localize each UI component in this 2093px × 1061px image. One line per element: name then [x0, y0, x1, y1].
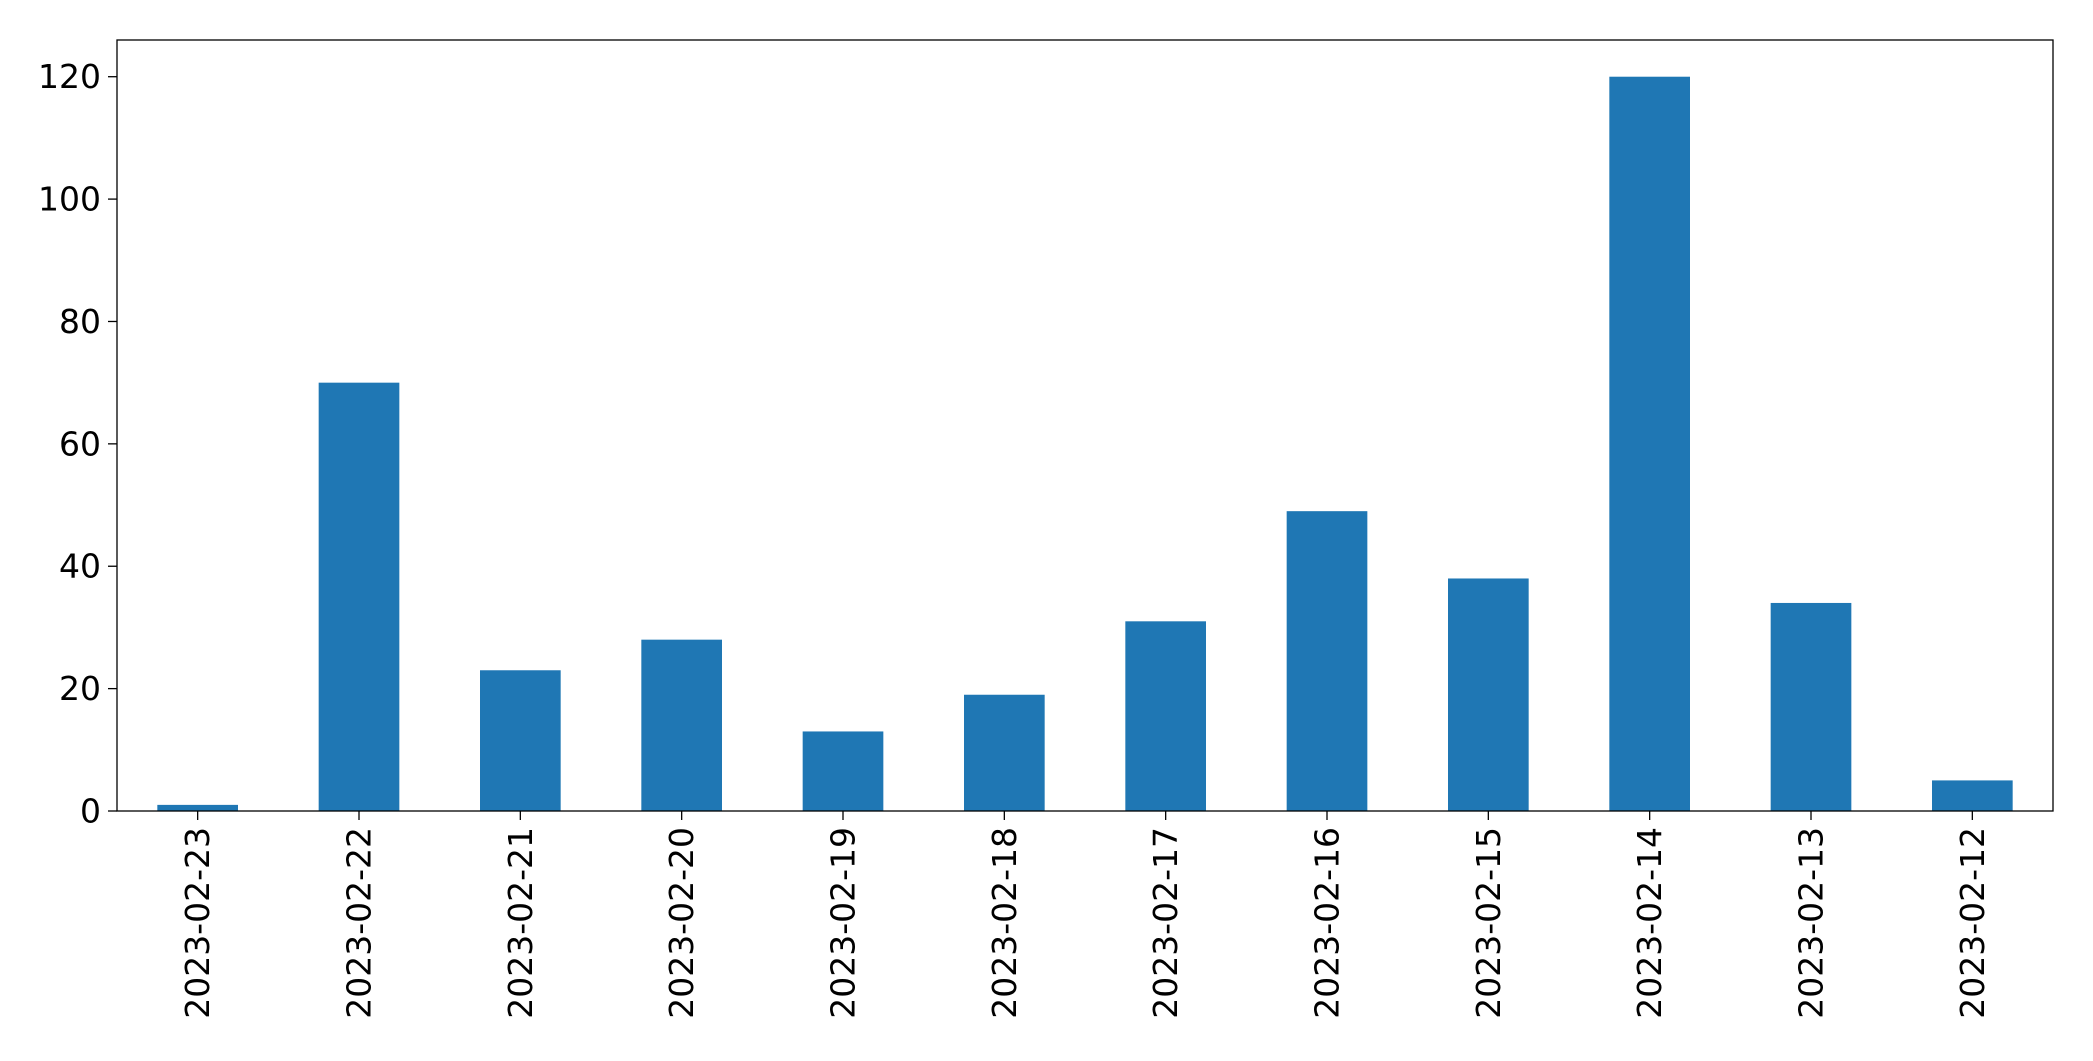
bar-2023-02-16 [1286, 511, 1368, 811]
x-tick-label: 2023-02-23 [178, 827, 217, 1019]
x-tick-label: 2023-02-13 [1792, 827, 1831, 1019]
x-tick-label: 2023-02-19 [824, 827, 863, 1019]
y-tick-label: 40 [59, 547, 101, 586]
bar-2023-02-22 [318, 382, 400, 811]
bar-2023-02-18 [964, 694, 1045, 811]
bar-2023-02-17 [1125, 621, 1206, 811]
x-tick-label: 2023-02-14 [1630, 827, 1669, 1019]
bar-2023-02-23 [157, 804, 238, 811]
x-tick-label: 2023-02-16 [1308, 827, 1347, 1019]
x-tick-label: 2023-02-15 [1469, 827, 1508, 1019]
x-tick-label: 2023-02-21 [501, 827, 540, 1019]
y-tick-label: 20 [59, 669, 101, 708]
x-tick-label: 2023-02-18 [985, 827, 1024, 1019]
bar-2023-02-12 [1932, 780, 2013, 811]
y-tick-label: 120 [38, 57, 101, 96]
bar-2023-02-20 [641, 639, 722, 811]
plot-frame [116, 39, 2054, 812]
x-tick-label: 2023-02-17 [1146, 827, 1185, 1019]
bar-2023-02-13 [1770, 602, 1852, 811]
x-axis: 2023-02-23 2023-02-22 2023-02-21 2023-02-20… [178, 811, 1992, 1019]
bar-2023-02-21 [480, 670, 561, 811]
y-tick-label: 60 [59, 424, 101, 463]
x-tick-label: 2023-02-12 [1953, 827, 1992, 1019]
y-axis: 0 20 40 60 80 100 120 [38, 57, 117, 831]
bars-layer [157, 76, 2013, 811]
bar-2023-02-14 [1609, 76, 1690, 811]
x-tick-label: 2023-02-20 [662, 827, 701, 1019]
y-tick-label: 80 [59, 302, 101, 341]
bar-2023-02-15 [1448, 578, 1529, 811]
y-tick-label: 0 [80, 792, 101, 831]
y-tick-label: 100 [38, 180, 101, 219]
x-tick-label: 2023-02-22 [340, 827, 379, 1019]
bar-2023-02-19 [802, 731, 884, 811]
